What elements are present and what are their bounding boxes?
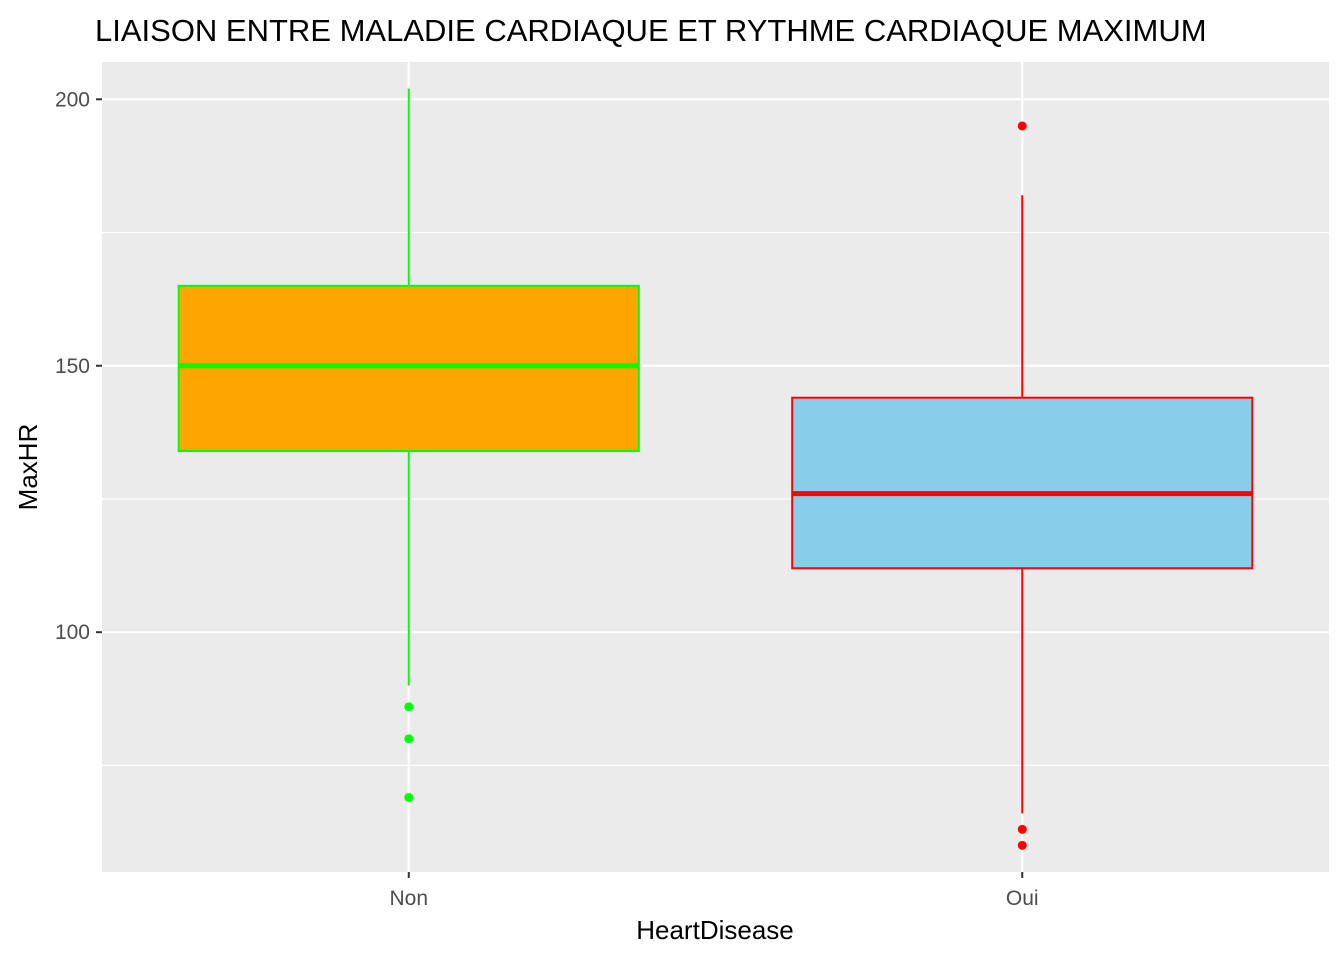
outlier-point [404, 792, 414, 802]
outlier-point [1017, 824, 1027, 834]
boxes-layer [177, 88, 1254, 850]
x-tick-label-oui: Oui [1006, 887, 1039, 910]
box-non [177, 88, 640, 802]
outlier-point [1017, 121, 1027, 131]
y-tick-label: 200 [55, 88, 90, 111]
chart-title: LIAISON ENTRE MALADIE CARDIAQUE ET RYTHM… [95, 13, 1207, 48]
x-tick-label-non: Non [389, 887, 428, 910]
outlier-point [404, 702, 414, 712]
x-axis-title: HeartDisease [636, 915, 794, 945]
y-axis-title: MaxHR [13, 424, 43, 511]
y-tick-label: 150 [55, 355, 90, 378]
outlier-point [404, 734, 414, 744]
box-oui [791, 121, 1254, 850]
axes-layer: 100 150 200 Non Oui [55, 88, 1039, 910]
y-tick-label: 100 [55, 621, 90, 644]
outlier-point [1017, 840, 1027, 850]
box-iqr [791, 396, 1254, 570]
box-iqr [177, 284, 640, 453]
